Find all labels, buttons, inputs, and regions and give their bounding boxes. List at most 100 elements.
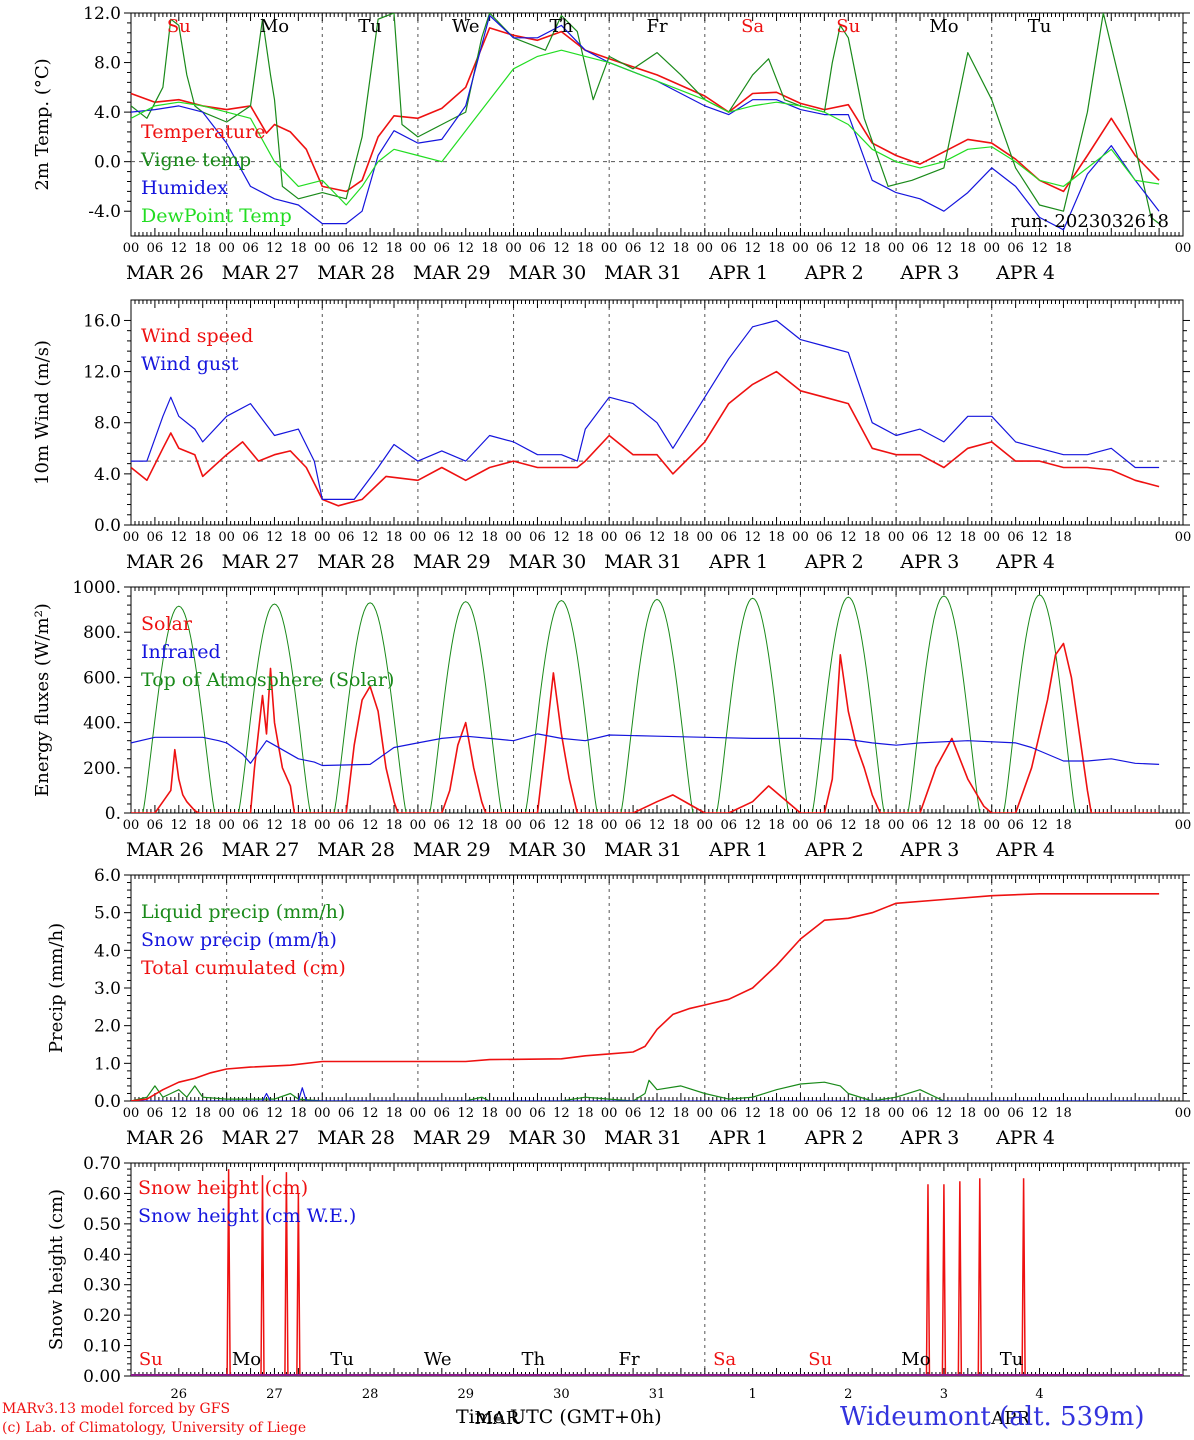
hour-tick-label: 06 [242, 530, 259, 545]
hour-tick-label: 00 [218, 1106, 235, 1121]
hour-tick-label: 12 [840, 530, 857, 545]
hour-tick-label: 06 [720, 530, 737, 545]
hour-tick-label: 00 [1175, 1106, 1192, 1121]
date-label: MAR 31 [604, 551, 682, 573]
hour-tick-label: 00 [410, 530, 427, 545]
hour-tick-label: 18 [194, 241, 211, 256]
hour-tick-label: 12 [457, 1106, 474, 1121]
date-label: MAR 31 [604, 1127, 682, 1149]
day-label: Fr [618, 1349, 639, 1370]
y-tick-label: -4.0 [88, 202, 121, 222]
hour-tick-label: 18 [386, 241, 403, 256]
day-label: Su [167, 16, 191, 37]
hour-tick-label: 18 [768, 818, 785, 833]
hour-tick-label: 00 [123, 818, 140, 833]
y-tick-label: 6.0 [94, 866, 121, 886]
hour-tick-label: 00 [410, 818, 427, 833]
day-label: Tu [358, 16, 382, 37]
hour-tick-label: 18 [1055, 241, 1072, 256]
y-tick-label: 800. [83, 623, 121, 643]
date-label: MAR 27 [222, 551, 300, 573]
hour-tick-label: 18 [673, 818, 690, 833]
date-label: MAR 30 [509, 551, 587, 573]
hour-tick-label: 18 [577, 1106, 594, 1121]
series-line-toa [525, 600, 598, 813]
hour-tick-label: 18 [960, 1106, 977, 1121]
series-spike-snow-height-cm [977, 1178, 983, 1376]
hour-tick-label: 00 [601, 530, 618, 545]
date-label: MAR 27 [222, 839, 300, 861]
day-label: Th [522, 1349, 546, 1370]
series-spike-snow-height-cm [925, 1184, 931, 1376]
hour-tick-label: 00 [888, 241, 905, 256]
date-label: APR 2 [804, 551, 864, 573]
day-label: Tu [330, 1349, 354, 1370]
y-tick-label: 0.40 [83, 1245, 121, 1265]
y-axis-label: Snow height (cm) [46, 1189, 67, 1350]
day-number-label: 31 [649, 1387, 666, 1402]
month-label: MAR [474, 1408, 519, 1429]
hour-tick-label: 12 [649, 818, 666, 833]
date-label: MAR 30 [509, 1127, 587, 1149]
hour-tick-label: 12 [171, 1106, 188, 1121]
hour-tick-label: 12 [1031, 1106, 1048, 1121]
hour-tick-label: 06 [338, 818, 355, 833]
date-label: APR 3 [899, 262, 959, 284]
y-tick-label: 0.0 [94, 516, 121, 536]
hour-tick-label: 18 [386, 1106, 403, 1121]
date-label: APR 1 [708, 1127, 768, 1149]
day-number-label: 2 [844, 1387, 852, 1402]
hour-tick-label: 06 [147, 818, 164, 833]
series-spike-snow-height-cm [284, 1172, 289, 1376]
y-tick-label: 4.0 [94, 941, 121, 961]
series-line-temperature [131, 27, 1160, 193]
y-tick-label: 1.0 [94, 1054, 121, 1074]
hour-tick-label: 00 [888, 1106, 905, 1121]
day-label: Fr [646, 16, 667, 37]
hour-tick-label: 12 [649, 241, 666, 256]
hour-tick-label: 00 [314, 1106, 331, 1121]
hour-tick-label: 18 [1055, 530, 1072, 545]
legend-temperature: Temperature [141, 121, 265, 143]
hour-tick-label: 18 [1055, 818, 1072, 833]
hour-tick-label: 06 [720, 1106, 737, 1121]
hour-tick-label: 18 [577, 241, 594, 256]
day-number-label: 4 [1035, 1387, 1043, 1402]
series-line-toa [238, 603, 311, 813]
y-tick-label: 12.0 [83, 363, 121, 383]
hour-tick-label: 12 [362, 530, 379, 545]
y-tick-label: 12.0 [83, 4, 121, 24]
panel-4 [124, 874, 1190, 1102]
plot-area [131, 893, 1160, 1101]
hour-tick-label: 12 [649, 1106, 666, 1121]
legend-liquid-precip-mm-h: Liquid precip (mm/h) [141, 901, 345, 923]
y-tick-label: 3.0 [94, 979, 121, 999]
hour-tick-label: 12 [553, 530, 570, 545]
hour-tick-label: 18 [673, 241, 690, 256]
hour-tick-label: 00 [1175, 818, 1192, 833]
hour-tick-label: 06 [434, 241, 451, 256]
hour-tick-label: 06 [816, 530, 833, 545]
hour-tick-label: 12 [553, 818, 570, 833]
month-label: APR [990, 1408, 1030, 1429]
hour-tick-label: 00 [983, 241, 1000, 256]
hour-tick-label: 00 [218, 818, 235, 833]
hour-tick-label: 12 [171, 241, 188, 256]
y-tick-label: 600. [83, 668, 121, 688]
y-tick-label: 0.0 [94, 1092, 121, 1112]
legend-snow-precip-mm-h: Snow precip (mm/h) [141, 929, 337, 951]
series-line-wind-speed [131, 370, 1160, 507]
hour-tick-label: 00 [410, 1106, 427, 1121]
hour-tick-label: 12 [362, 241, 379, 256]
day-number-label: 26 [171, 1387, 188, 1402]
day-label: Tu [1028, 16, 1052, 37]
hour-tick-label: 00 [505, 1106, 522, 1121]
hour-tick-label: 06 [338, 530, 355, 545]
hour-tick-label: 18 [864, 818, 881, 833]
hour-tick-label: 12 [840, 241, 857, 256]
date-label: MAR 30 [509, 839, 587, 861]
hour-tick-label: 00 [218, 241, 235, 256]
hour-tick-label: 06 [434, 530, 451, 545]
y-tick-label: 2.0 [94, 1017, 121, 1037]
